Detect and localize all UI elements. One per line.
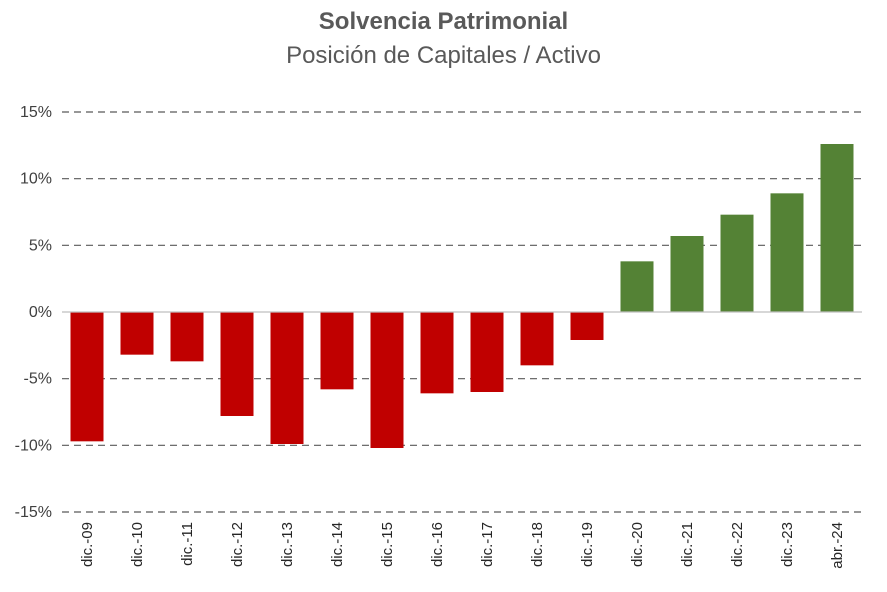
x-tick-label: dic.-13 [279,522,296,567]
bar [570,312,604,340]
bar [70,312,104,442]
bar [420,312,454,394]
bar [370,312,404,448]
x-tick-label: abr.-24 [829,522,846,569]
x-tick-label: dic.-14 [329,522,346,567]
bar [470,312,504,392]
y-tick-label: -5% [24,371,52,388]
x-tick-label: dic.-16 [429,522,446,567]
y-tick-label: -15% [15,504,52,521]
x-tick-label: dic.-15 [379,522,396,567]
x-tick-label: dic.-22 [729,522,746,567]
bar [520,312,554,366]
y-tick-label: 10% [20,171,52,188]
x-tick-label: dic.-12 [229,522,246,567]
chart-subtitle: Posición de Capitales / Activo [286,42,601,69]
bar [320,312,354,390]
y-tick-label: 0% [29,304,52,321]
x-tick-label: dic.-18 [529,522,546,567]
y-tick-label: 15% [20,104,52,121]
x-tick-label: dic.-23 [779,522,796,567]
chart-title: Solvencia Patrimonial [318,8,569,35]
bar [820,144,854,312]
bar [620,261,654,312]
y-tick-label: -10% [15,437,52,454]
x-tick-label: dic.-11 [179,522,196,566]
x-tick-label: dic.-10 [129,522,146,567]
bar [720,214,754,312]
x-tick-label: dic.-19 [579,522,596,567]
x-tick-label: dic.-09 [79,522,96,567]
bar [770,193,804,312]
x-tick-label: dic.-17 [479,522,496,567]
x-tick-label: dic.-21 [679,522,696,567]
bar [170,312,204,362]
y-tick-label: 5% [29,237,52,254]
bar [270,312,304,444]
x-tick-label: dic.-20 [629,522,646,567]
bar [120,312,154,355]
bar [670,236,704,312]
bar [220,312,254,416]
